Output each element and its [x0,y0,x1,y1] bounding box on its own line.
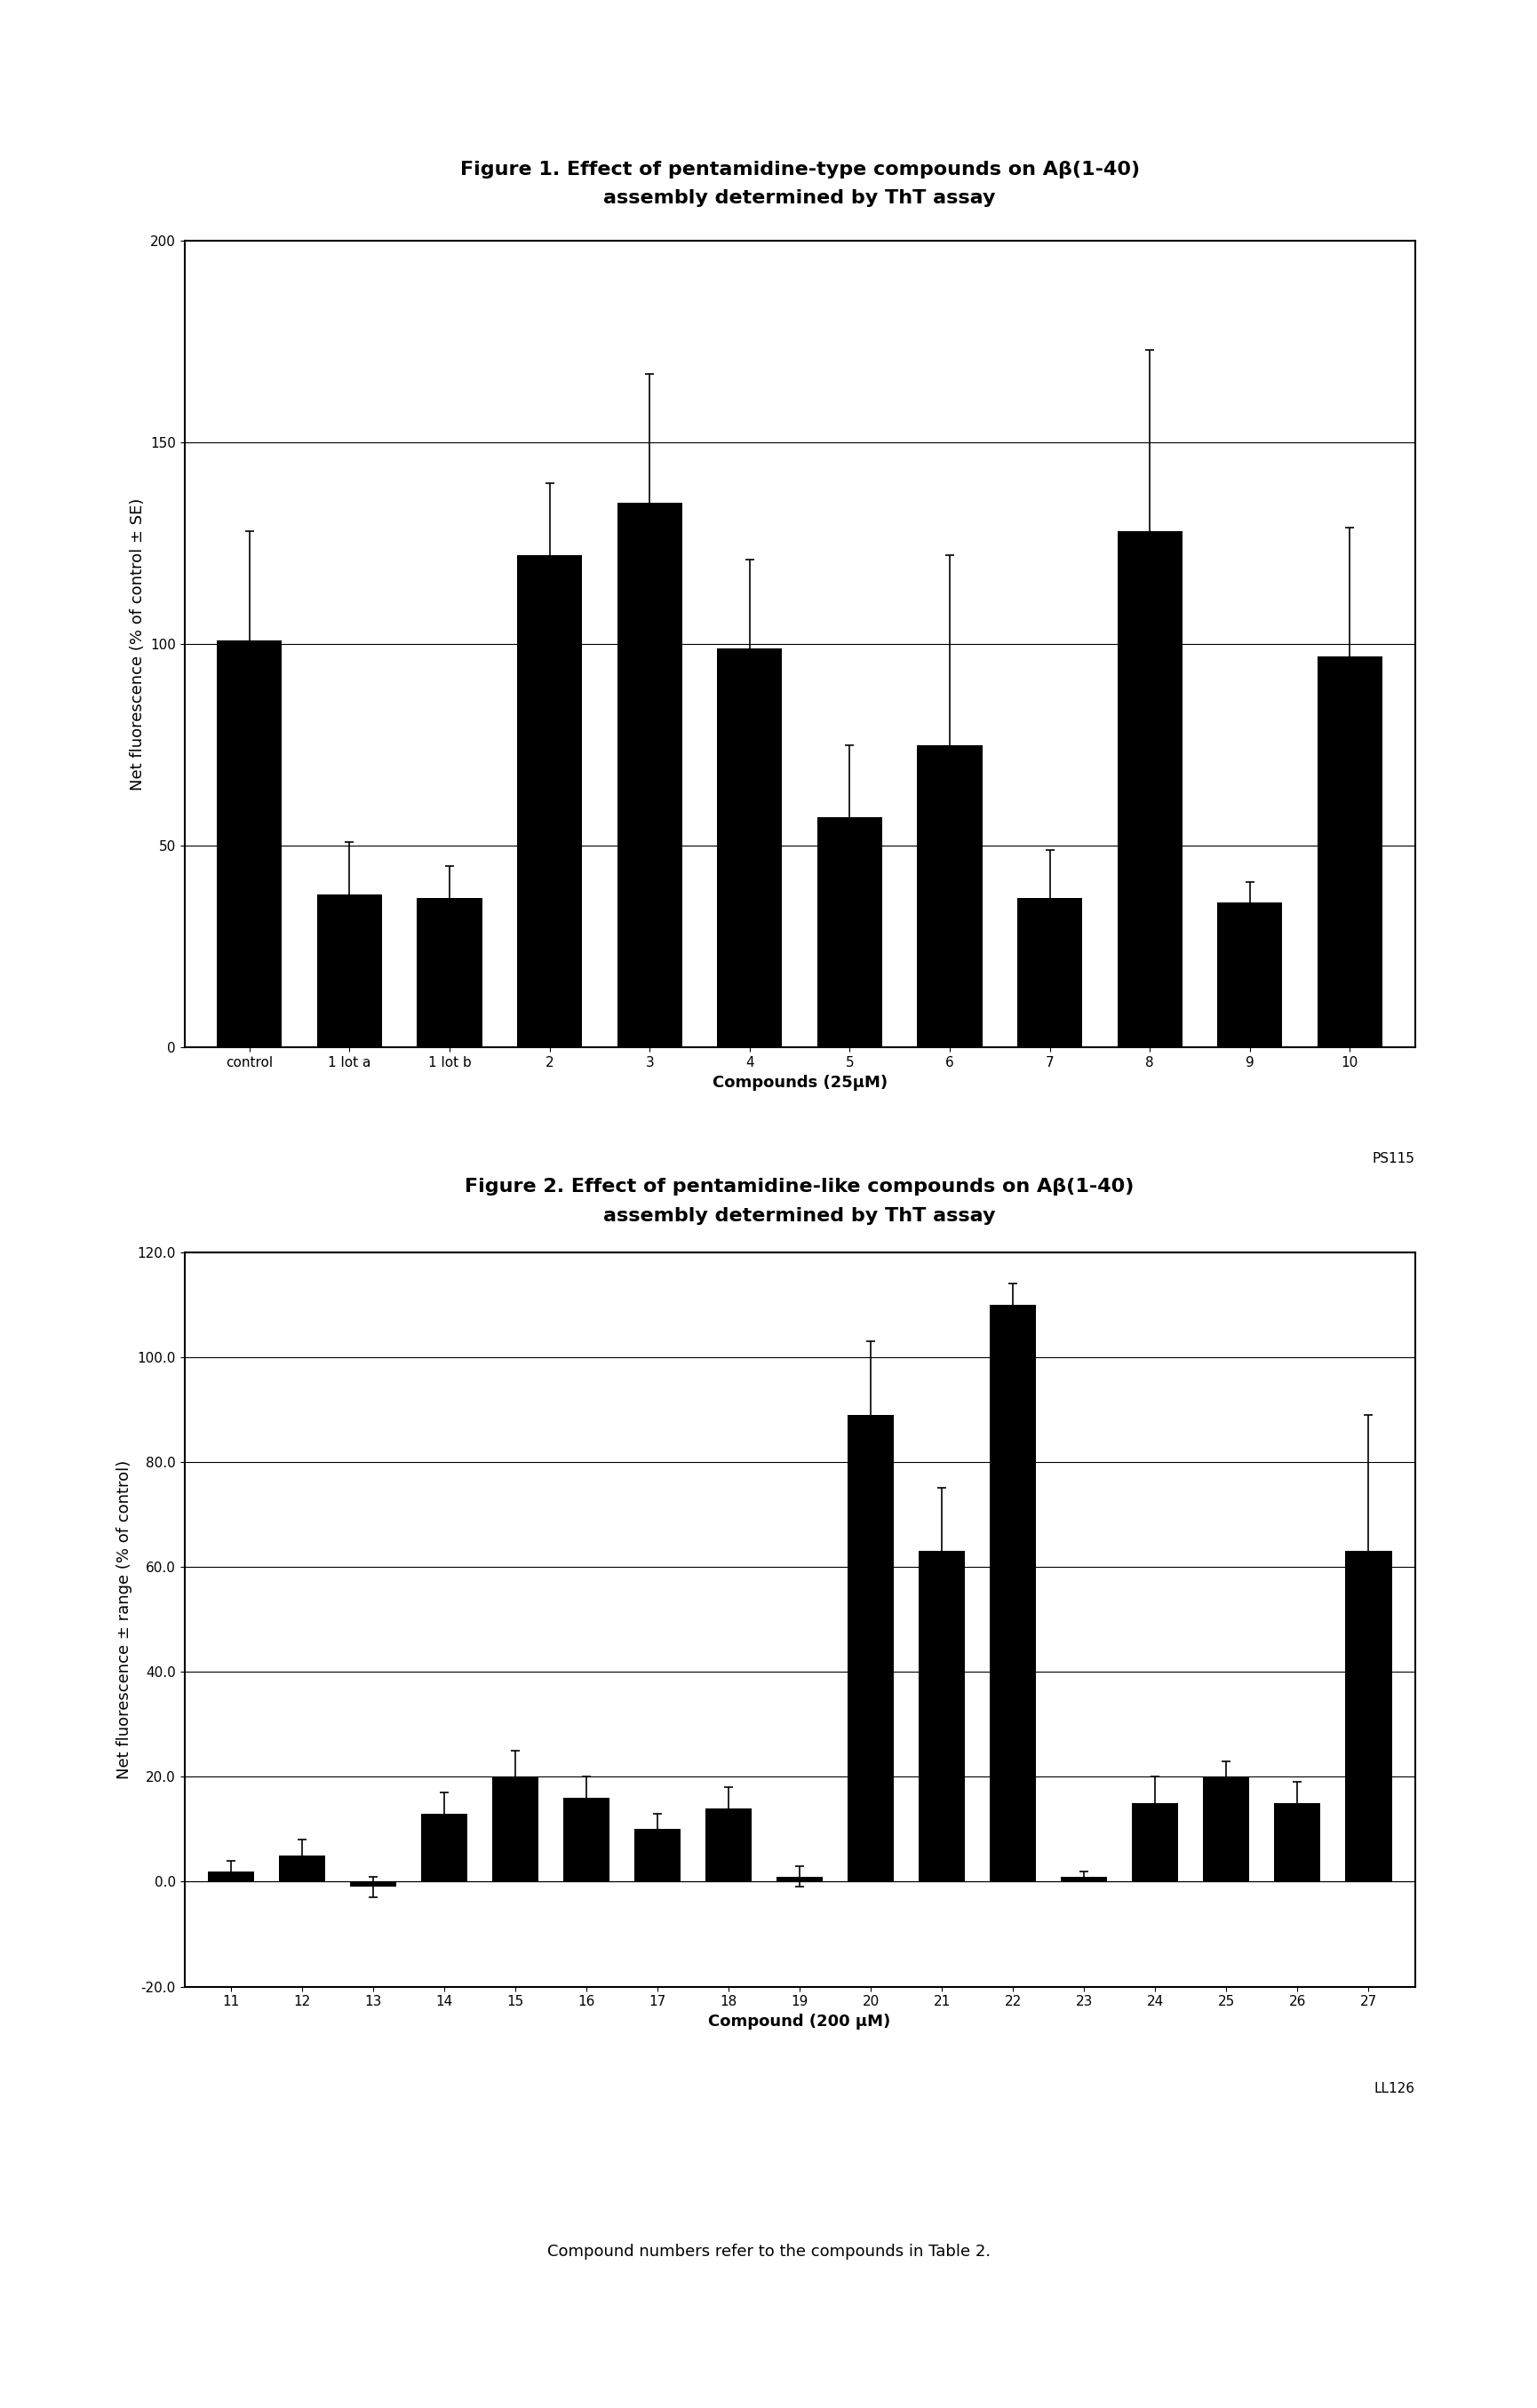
Bar [776,1876,822,1881]
Bar [563,1799,609,1881]
Text: Compound numbers refer to the compounds in Table 2.: Compound numbers refer to the compounds … [547,2244,990,2259]
Bar [1131,1804,1177,1881]
Bar [705,1808,752,1881]
Bar [317,893,381,1047]
Title: Figure 2. Effect of pentamidine-like compounds on Aβ(1-40)
assembly determined b: Figure 2. Effect of pentamidine-like com… [464,1178,1134,1226]
Bar [990,1305,1036,1881]
Bar [633,1830,681,1881]
Bar [1016,898,1082,1047]
Bar [207,1871,254,1881]
Text: LL126: LL126 [1373,2083,1414,2095]
Bar [1317,657,1382,1047]
Bar [616,503,682,1047]
X-axis label: Compound (200 μM): Compound (200 μM) [709,2013,890,2030]
Bar [918,1551,965,1881]
X-axis label: Compounds (25μM): Compounds (25μM) [712,1074,887,1091]
Bar [1202,1777,1248,1881]
Bar [417,898,481,1047]
Bar [1061,1876,1107,1881]
Y-axis label: Net fluorescence ± range (% of control): Net fluorescence ± range (% of control) [117,1459,132,1780]
Bar [278,1857,324,1881]
Bar [421,1813,467,1881]
Text: PS115: PS115 [1371,1153,1414,1165]
Bar [716,648,782,1047]
Bar [1274,1804,1320,1881]
Bar [1345,1551,1391,1881]
Bar [1117,532,1182,1047]
Bar [492,1777,538,1881]
Bar [350,1881,397,1888]
Bar [217,641,281,1047]
Title: Figure 1. Effect of pentamidine-type compounds on Aβ(1-40)
assembly determined b: Figure 1. Effect of pentamidine-type com… [460,161,1139,207]
Bar [1217,903,1282,1047]
Bar [816,819,882,1047]
Bar [916,744,982,1047]
Y-axis label: Net fluorescence (% of control ± SE): Net fluorescence (% of control ± SE) [129,498,144,790]
Bar [516,556,583,1047]
Bar [847,1416,893,1881]
